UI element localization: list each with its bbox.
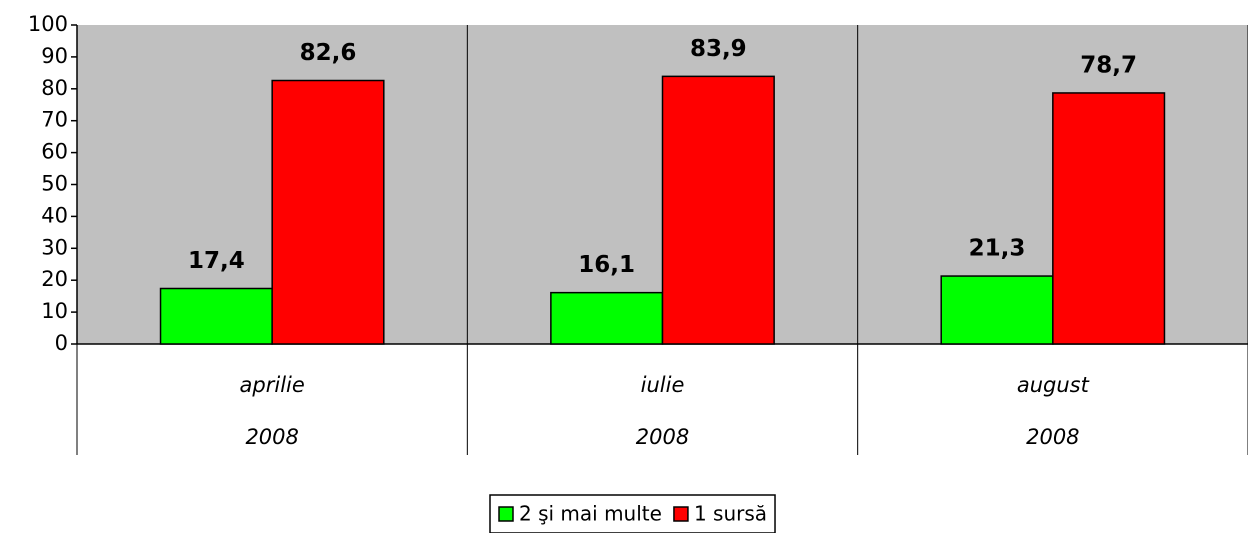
- legend: [489, 494, 776, 533]
- y-tick-label: 0: [55, 331, 68, 355]
- y-tick-label: 40: [41, 203, 68, 227]
- y-tick-label: 80: [41, 76, 68, 100]
- legend-label: 1 sursă: [694, 502, 767, 526]
- data-label: 21,3: [969, 236, 1026, 262]
- y-tick-label: 50: [41, 172, 68, 196]
- y-tick-label: 90: [41, 44, 68, 68]
- data-label: 78,7: [1080, 52, 1137, 78]
- data-label: 17,4: [188, 248, 245, 274]
- bar: [550, 291, 664, 345]
- y-tick-label: 60: [41, 140, 68, 164]
- data-label: 16,1: [578, 252, 635, 278]
- data-label: 82,6: [300, 40, 357, 66]
- y-tick-label: 10: [41, 299, 68, 323]
- y-tick-label: 70: [41, 108, 68, 132]
- x-tick-label: iulie: [641, 373, 685, 397]
- x-group-label: 2008: [636, 425, 689, 449]
- x-tick-label: aprilie: [240, 373, 305, 397]
- y-tick-label: 100: [28, 12, 68, 36]
- y-tick-label: 30: [41, 235, 68, 259]
- x-group-label: 2008: [245, 425, 298, 449]
- y-tick-label: 20: [41, 267, 68, 291]
- x-tick-label: august: [1017, 373, 1090, 397]
- legend-label: 2 şi mai multe: [519, 502, 662, 526]
- legend-swatch: [498, 506, 514, 522]
- bar: [661, 75, 775, 345]
- data-label: 83,9: [690, 36, 747, 62]
- legend-swatch: [673, 506, 689, 522]
- x-group-label: 2008: [1026, 425, 1079, 449]
- bar: [1052, 92, 1166, 345]
- bar: [271, 79, 385, 345]
- bar: [940, 275, 1054, 345]
- bar: [159, 287, 273, 345]
